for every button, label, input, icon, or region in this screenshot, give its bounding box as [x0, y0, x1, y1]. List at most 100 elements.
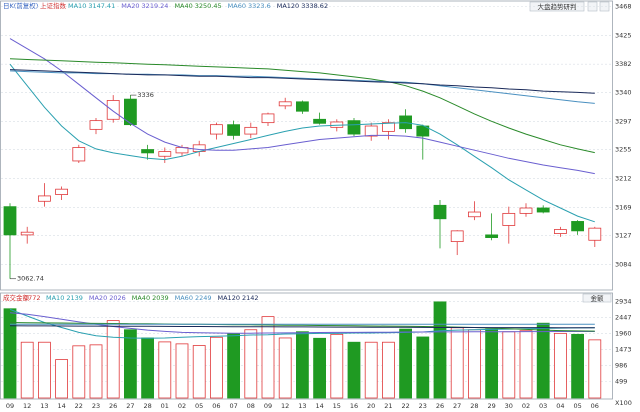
x-tick-label: 02: [178, 402, 186, 410]
candle-body: [141, 149, 155, 154]
legend-name: MA60: [228, 2, 246, 10]
volume-bar: [244, 329, 258, 399]
candle-body: [72, 147, 86, 162]
x-tick-label: 03: [539, 402, 547, 410]
high-label: 3336: [137, 91, 154, 99]
volume-bar: [313, 337, 327, 399]
candle-body: [467, 211, 481, 218]
volume-bar: [519, 330, 533, 399]
volume-bar: [20, 341, 34, 399]
ma-line: [9, 308, 595, 339]
volume-bar: [141, 337, 155, 399]
x-tick-label: 26: [109, 402, 117, 410]
x-tick-label: 27: [453, 402, 461, 410]
candle-body: [485, 234, 499, 238]
x-tick-label: 21: [384, 402, 392, 410]
legend-value: 3250.45: [195, 2, 222, 10]
chart-subtitle: 日K(前复权): [3, 1, 38, 10]
volume-bar: [175, 343, 189, 399]
candle-body: [55, 188, 68, 195]
legend-name: MA120: [277, 2, 299, 10]
candle-body: [571, 221, 584, 232]
x-tick-label: 01: [161, 402, 169, 410]
x-tick-label: 06: [212, 402, 220, 410]
volume-bar: [278, 337, 292, 399]
candle-body: [209, 124, 223, 135]
volume-bar: [89, 344, 103, 399]
volume-bar: [106, 320, 120, 399]
x-tick-label: 28: [143, 402, 151, 410]
candle-body: [3, 206, 17, 236]
y-tick-label: 3340: [615, 88, 632, 96]
volume-bar: [124, 329, 137, 399]
candle-body: [433, 204, 447, 220]
legend-name: MA60: [175, 294, 193, 302]
ma-line: [9, 63, 595, 223]
y-tick-label: 986: [615, 362, 627, 370]
x-tick-label: 16: [350, 402, 358, 410]
x-tick-label: 29: [487, 402, 495, 410]
candle-body: [554, 229, 567, 234]
volume-bar: [330, 333, 344, 399]
candle-body: [364, 125, 378, 137]
candle-body: [261, 113, 275, 124]
volume-bar: [399, 328, 413, 399]
volume-bar: [433, 301, 447, 399]
x-tick-label: 14: [315, 402, 323, 410]
volume-bar: [38, 341, 51, 399]
x-tick-label: 05: [195, 402, 203, 410]
legend-name: MA10: [46, 294, 64, 302]
candle-body: [20, 231, 34, 236]
volume-unit: X100: [615, 399, 632, 407]
x-tick-label: 13: [40, 402, 48, 410]
legend-value: 3219.24: [142, 2, 169, 10]
legend-name: MA20: [89, 294, 107, 302]
x-tick-label: 30: [505, 402, 513, 410]
ma-line: [9, 38, 595, 175]
volume-current: 1772: [24, 294, 41, 302]
candle-body: [313, 118, 327, 124]
x-tick-label: 02: [522, 402, 530, 410]
candle-body: [38, 195, 51, 202]
y-tick-label: 499: [615, 378, 627, 386]
volume-bar: [467, 329, 481, 399]
volume-bar: [571, 333, 584, 399]
x-tick-label: 07: [229, 402, 237, 410]
volume-bar: [485, 328, 499, 399]
legend-value: 2249: [195, 294, 212, 302]
candle-body: [106, 100, 120, 120]
volume-bar: [158, 341, 172, 399]
candle-body: [519, 207, 533, 214]
ma-line: [9, 325, 595, 329]
low-label: 3062.74: [17, 275, 44, 283]
x-tick-label: 27: [126, 402, 134, 410]
volume-bar: [502, 331, 516, 399]
candle-body: [588, 227, 602, 241]
x-tick-label: 22: [401, 402, 409, 410]
y-tick-label: 3468: [615, 2, 632, 10]
volume-type-label: 金额: [591, 293, 605, 302]
y-tick-label: 2447: [615, 314, 632, 322]
volume-bar: [55, 359, 68, 399]
y-tick-label: 3297: [615, 117, 632, 125]
volume-panel: [0, 292, 613, 400]
x-tick-label: 28: [470, 402, 478, 410]
volume-bar: [450, 327, 464, 399]
candle-body: [244, 126, 258, 135]
x-tick-label: 15: [333, 402, 341, 410]
chart-title: 上证指数: [40, 1, 67, 10]
volume-title: 成交金额: [3, 293, 30, 302]
volume-bar: [295, 331, 309, 399]
y-tick-label: 3255: [615, 146, 632, 154]
legend-name: MA120: [218, 294, 240, 302]
y-tick-label: 3127: [615, 232, 632, 240]
volume-bar: [72, 345, 86, 399]
x-tick-label: 12: [281, 402, 289, 410]
volume-bar: [192, 345, 206, 399]
ma-line: [9, 69, 595, 94]
legend-value: 2142: [242, 294, 259, 302]
x-tick-label: 04: [556, 402, 564, 410]
x-tick-label: 13: [298, 402, 306, 410]
candle-body: [295, 101, 309, 112]
ma-line: [9, 322, 595, 332]
